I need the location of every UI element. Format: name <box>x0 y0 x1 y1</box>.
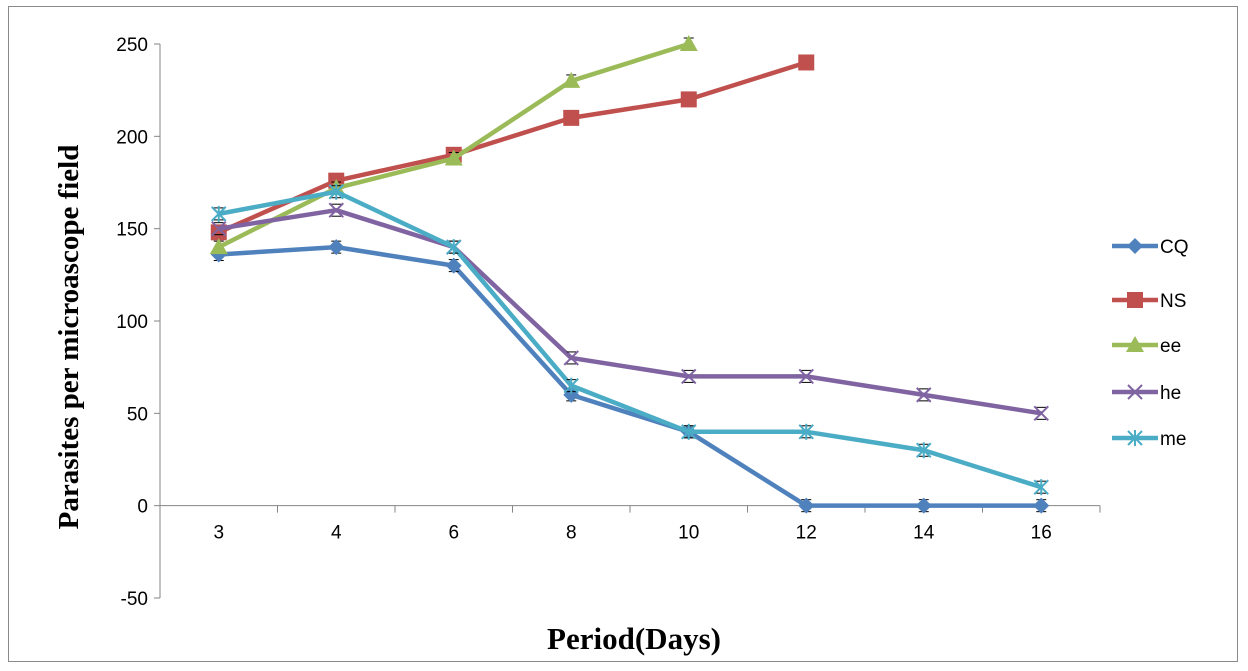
data-point-ee <box>444 149 463 166</box>
marker-stroke <box>798 368 814 385</box>
x-tick-label: 6 <box>448 523 459 544</box>
x-tick-label: 10 <box>678 523 699 544</box>
series-ee <box>209 35 698 255</box>
legend-item-ns: NS <box>1112 291 1186 312</box>
data-point-me <box>681 423 697 440</box>
y-tick-label: 250 <box>116 35 148 56</box>
data-point-he <box>211 220 227 237</box>
x-tick-label: 12 <box>796 523 817 544</box>
data-point-he <box>798 368 814 385</box>
legend-label: NS <box>1160 291 1186 312</box>
data-point-me <box>328 183 344 200</box>
y-tick-label: 50 <box>127 404 148 425</box>
series-ns <box>210 54 815 241</box>
series-line-cq <box>218 244 1042 508</box>
data-point-he <box>1033 405 1049 422</box>
legend-marker <box>1126 336 1144 352</box>
marker-stroke <box>211 220 227 237</box>
data-point-cq <box>798 497 815 514</box>
axes: -50 0 50 100 150 200 250 3 4 6 8 10 12 14 16 <box>116 35 1101 610</box>
data-point-cq <box>1033 497 1050 514</box>
series-line-me <box>218 189 1042 490</box>
data-point-he <box>916 387 932 403</box>
data-point-ee <box>562 71 581 88</box>
data-point-cq <box>915 497 932 514</box>
y-tick-label: 100 <box>116 312 148 333</box>
legend-marker <box>1127 384 1143 400</box>
legend-item-cq: CQ <box>1112 237 1189 258</box>
legend-marker <box>1127 292 1143 308</box>
legend-item-ee: ee <box>1112 336 1181 357</box>
legend-marker <box>1127 430 1143 446</box>
data-point-me <box>446 239 462 256</box>
data-point-ns <box>680 91 697 108</box>
series-line-he <box>218 207 1042 416</box>
marker-stroke <box>328 202 344 218</box>
y-tick-label: -50 <box>121 589 148 610</box>
marker-stroke <box>563 350 579 366</box>
data-point-cq <box>328 239 345 256</box>
legend-item-me: me <box>1112 429 1186 450</box>
marker-stroke <box>1127 384 1143 400</box>
series-layer <box>209 35 1050 514</box>
legend-label: he <box>1160 383 1181 404</box>
data-point-me <box>563 377 579 394</box>
legend-item-he: he <box>1112 383 1181 404</box>
legend: CQ NS ee he me <box>1112 237 1189 450</box>
data-point-he <box>563 350 579 366</box>
data-point-me <box>211 205 227 222</box>
legend-label: ee <box>1160 336 1181 357</box>
x-tick-label: 3 <box>213 523 224 544</box>
y-tick-label: 150 <box>116 220 148 241</box>
chart-frame <box>8 6 1238 662</box>
y-axis-title: Parasites per microascope field <box>53 145 85 530</box>
legend-label: CQ <box>1160 237 1189 258</box>
marker-stroke <box>1033 405 1049 422</box>
legend-label: me <box>1160 429 1186 450</box>
series-line-ns <box>217 60 807 235</box>
data-point-me <box>1033 479 1049 496</box>
marker-stroke <box>916 387 932 403</box>
series-he <box>211 202 1049 422</box>
y-tick-label: 0 <box>137 497 148 518</box>
series-me <box>211 183 1049 496</box>
y-tick-label: 200 <box>116 127 148 148</box>
x-tick-label: 4 <box>331 523 342 544</box>
data-point-me <box>916 442 932 459</box>
data-point-ns <box>798 54 815 71</box>
data-point-he <box>328 202 344 218</box>
data-point-cq <box>445 257 462 274</box>
x-tick-label: 8 <box>566 523 577 544</box>
x-tick-label: 14 <box>913 523 935 544</box>
series-cq <box>210 239 1050 514</box>
x-axis-title: Period(Days) <box>547 621 721 656</box>
data-point-ee <box>209 238 228 255</box>
data-point-ns <box>563 109 580 126</box>
data-point-me <box>798 423 814 440</box>
data-point-he <box>681 368 697 385</box>
data-point-ee <box>679 35 698 51</box>
marker-stroke <box>681 368 697 385</box>
legend-marker <box>1127 238 1143 254</box>
x-tick-label: 16 <box>1031 523 1052 544</box>
